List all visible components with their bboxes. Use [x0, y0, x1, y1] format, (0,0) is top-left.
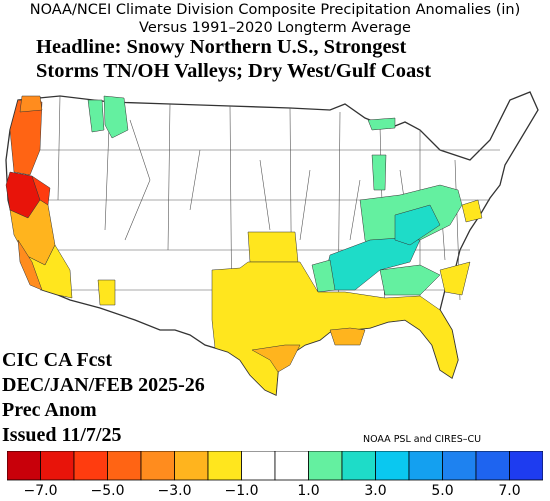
anomaly-regions: [5, 95, 483, 396]
region-maryland: [461, 199, 483, 223]
legend-tick-label: −1.0: [224, 483, 259, 499]
color-legend-bar: [7, 451, 543, 481]
region-michigan-lower: [371, 154, 387, 191]
forecast-variable-line: Prec Anom: [2, 399, 97, 421]
legend-tick-label: 7.0: [498, 483, 521, 499]
legend-swatch: [7, 451, 41, 481]
legend-swatch: [442, 451, 477, 481]
credit-text: NOAA PSL and CIRES–CU: [363, 434, 482, 445]
forecast-season-line: DEC/JAN/FEB 2025-26: [2, 374, 205, 396]
region-montana-northwest: [103, 95, 129, 139]
region-oregon-coast: [9, 99, 43, 176]
legend-tick-label: −7.0: [23, 483, 58, 499]
legend-tick-label: 3.0: [364, 483, 387, 499]
headline-line-2: Storms TN/OH Valleys; Dry West/Gulf Coas…: [36, 60, 432, 82]
map-title-line-2: Versus 1991–2020 Longterm Average: [139, 20, 411, 36]
legend-swatch: [274, 451, 309, 481]
legend-tick-label: −3.0: [157, 483, 192, 499]
legend-swatch: [341, 451, 376, 481]
legend-tick-label: 5.0: [431, 483, 454, 499]
legend-swatch: [107, 451, 142, 481]
legend-swatch: [40, 451, 75, 481]
forecast-issued-line: Issued 11/7/25: [2, 424, 122, 446]
region-louisiana-coast: [329, 327, 366, 346]
forecast-label-line-1: CIC CA Fcst: [2, 349, 112, 371]
region-kansas-oklahoma: [247, 231, 299, 263]
region-washington-coast: [19, 95, 43, 113]
legend-swatch: [475, 451, 510, 481]
region-carolina-coast: [439, 261, 471, 296]
legend-swatch: [174, 451, 209, 481]
legend-swatch: [207, 451, 242, 481]
region-northern-idaho: [87, 99, 105, 133]
legend-tick-label: 1.0: [297, 483, 320, 499]
region-georgia-north: [379, 264, 441, 296]
region-kentucky: [394, 204, 441, 246]
legend-swatch: [73, 451, 108, 481]
legend-swatch: [408, 451, 443, 481]
legend-swatch: [509, 451, 543, 481]
headline-line-1: Headline: Snowy Northern U.S., Strongest: [36, 36, 407, 58]
region-michigan-upper: [367, 117, 396, 131]
region-arizona-south: [97, 279, 116, 306]
legend-swatch: [140, 451, 175, 481]
legend-swatch: [241, 451, 276, 481]
region-lower-mississippi: [311, 259, 336, 293]
region-south-texas-louisiana: [251, 344, 301, 373]
legend-tick-label: −5.0: [90, 483, 125, 499]
map-title-line-1: NOAA/NCEI Climate Division Composite Pre…: [29, 2, 521, 18]
legend-swatch: [308, 451, 343, 481]
legend-swatch: [375, 451, 410, 481]
region-southwest-california: [17, 239, 43, 291]
